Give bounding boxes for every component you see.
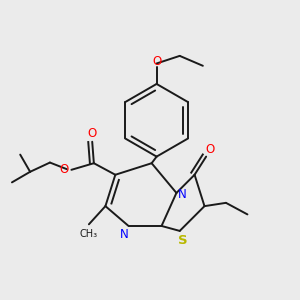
Text: N: N <box>120 228 129 241</box>
Text: O: O <box>59 163 69 176</box>
Text: O: O <box>206 143 215 156</box>
Text: N: N <box>178 188 187 201</box>
Text: O: O <box>88 127 97 140</box>
Text: CH₃: CH₃ <box>79 229 97 238</box>
Text: O: O <box>152 55 161 68</box>
Text: S: S <box>178 234 187 247</box>
